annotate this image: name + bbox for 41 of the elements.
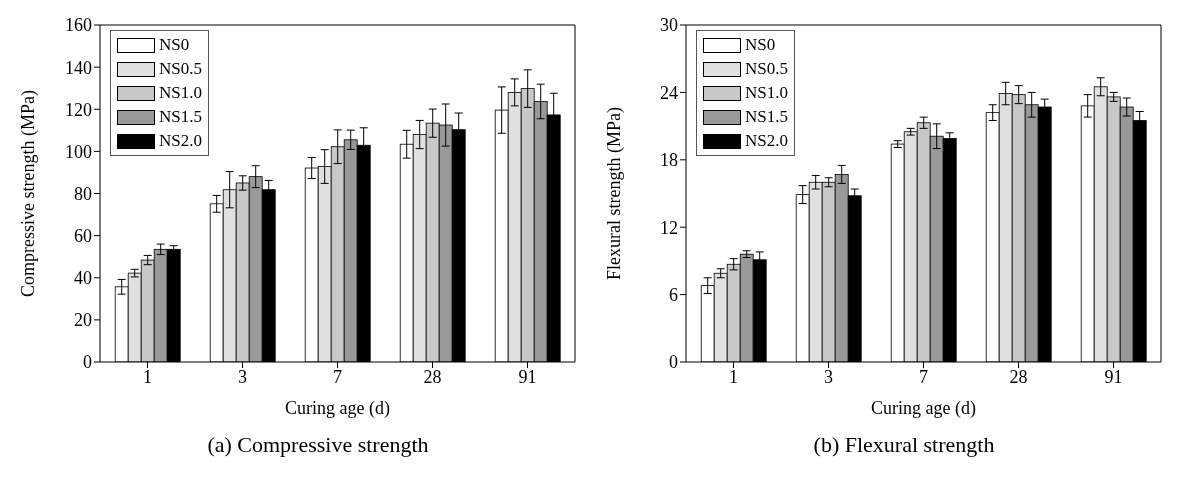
- legend-label: NS0: [745, 35, 776, 55]
- x-tick-label: 3: [238, 366, 247, 387]
- x-tick-label: 1: [729, 366, 738, 387]
- y-tick-label: 0: [669, 352, 678, 373]
- x-axis-title: Curing age (d): [871, 398, 976, 419]
- y-tick-label: 120: [65, 99, 92, 120]
- y-tick-label: 24: [660, 82, 678, 103]
- y-tick-label: 160: [65, 15, 92, 36]
- y-tick-label: 30: [660, 15, 678, 36]
- text: (a) Compressive strength: [206, 432, 430, 458]
- x-tick-label: 1: [143, 366, 152, 387]
- x-tick-label: 7: [919, 366, 928, 387]
- y-tick-label: 140: [65, 57, 92, 78]
- x-tick-label: 7: [333, 366, 342, 387]
- legend-label: NS0.5: [159, 59, 202, 79]
- y-tick-label: 80: [74, 183, 92, 204]
- legend-label: NS1.5: [745, 107, 788, 127]
- y-axis-title: Flexural strength (MPa): [604, 107, 626, 280]
- y-axis-title: Compressive strength (MPa): [18, 90, 40, 297]
- y-tick-label: 40: [74, 268, 92, 289]
- legend-label: NS1.0: [159, 83, 202, 103]
- x-axis-title: Curing age (d): [285, 398, 390, 419]
- x-tick-label: 91: [1104, 366, 1123, 387]
- legend-label: NS2.0: [745, 131, 788, 151]
- x-tick-label: 3: [824, 366, 833, 387]
- legend-label: NS0.5: [745, 59, 788, 79]
- legend-label: NS1.0: [745, 83, 788, 103]
- x-tick-label: 28: [423, 366, 442, 387]
- y-tick-label: 100: [65, 141, 92, 162]
- y-tick-label: 18: [660, 150, 678, 171]
- x-tick-label: 91: [518, 366, 537, 387]
- y-tick-label: 12: [660, 217, 678, 238]
- legend-label: NS2.0: [159, 131, 202, 151]
- y-tick-label: 60: [74, 226, 92, 247]
- legend-label: NS1.5: [159, 107, 202, 127]
- legend-label: NS0: [159, 35, 190, 55]
- text: (b) Flexural strength: [812, 432, 996, 458]
- x-tick-label: 28: [1009, 366, 1028, 387]
- y-tick-label: 20: [74, 310, 92, 331]
- y-tick-label: 6: [669, 284, 678, 305]
- y-tick-label: 0: [83, 352, 92, 373]
